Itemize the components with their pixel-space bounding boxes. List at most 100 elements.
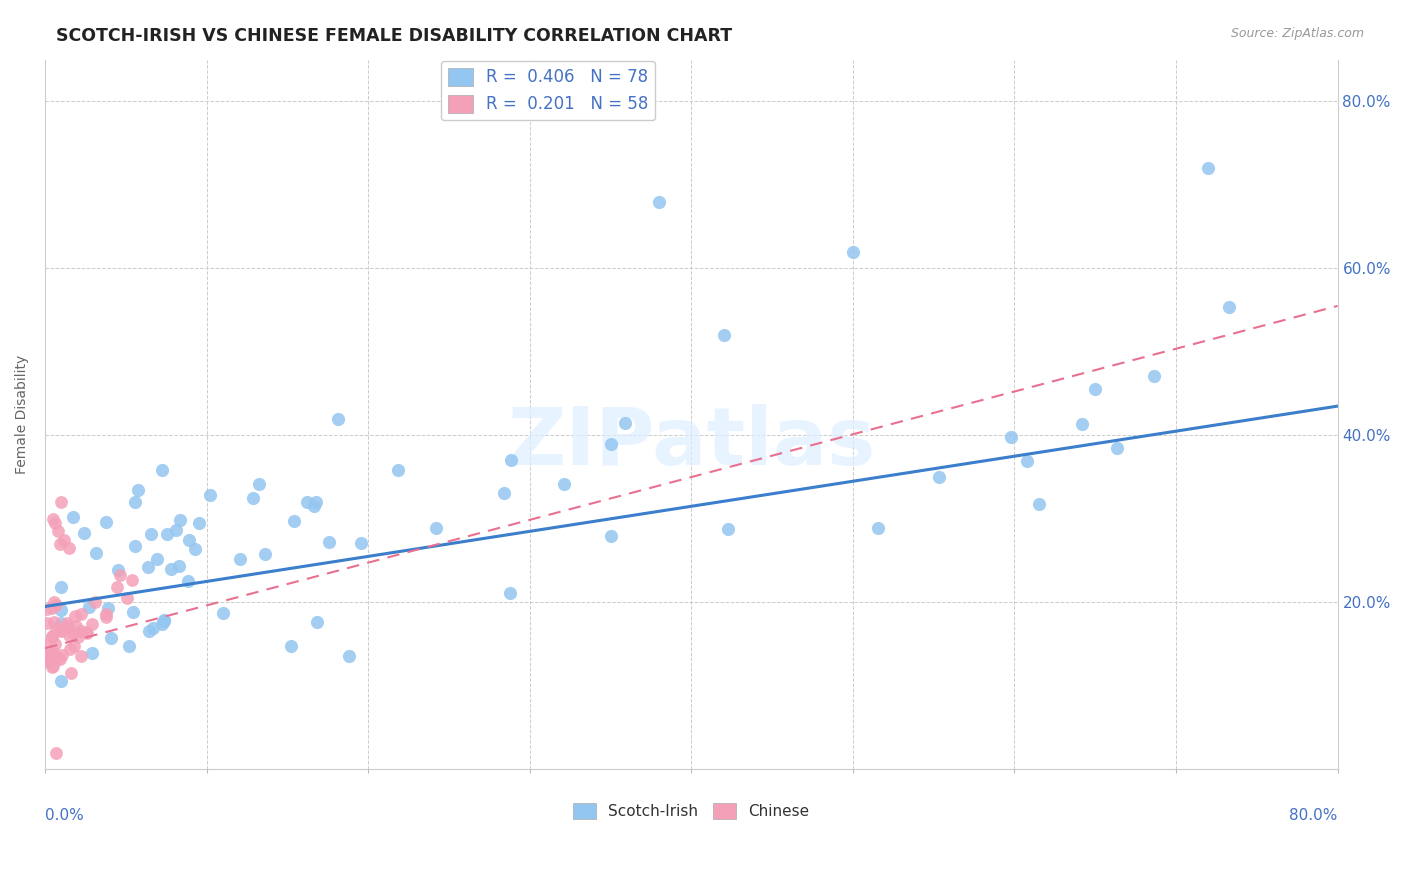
Point bbox=[79, 600, 101, 615]
Point bbox=[141, 527, 163, 541]
Point bbox=[1107, 442, 1129, 456]
Point bbox=[76, 625, 98, 640]
Text: ZIPatlas: ZIPatlas bbox=[508, 404, 876, 482]
Point bbox=[49, 673, 72, 688]
Point bbox=[42, 615, 65, 629]
Text: Source: ZipAtlas.com: Source: ZipAtlas.com bbox=[1230, 27, 1364, 40]
Point bbox=[105, 580, 128, 594]
Point bbox=[42, 658, 65, 673]
Point bbox=[84, 595, 107, 609]
Point bbox=[48, 624, 70, 638]
Point bbox=[1071, 417, 1094, 432]
Point bbox=[337, 649, 360, 664]
Point bbox=[41, 629, 63, 643]
Point bbox=[35, 654, 58, 668]
Point bbox=[283, 515, 305, 529]
Point bbox=[48, 537, 70, 551]
Point bbox=[499, 586, 522, 600]
Point bbox=[717, 523, 740, 537]
Point bbox=[41, 630, 63, 644]
Point bbox=[169, 513, 191, 527]
Point bbox=[118, 639, 141, 653]
Point bbox=[94, 609, 117, 624]
Point bbox=[41, 600, 63, 615]
Point bbox=[494, 486, 516, 500]
Point bbox=[49, 651, 72, 665]
Point bbox=[70, 607, 93, 621]
Point bbox=[35, 650, 58, 665]
Point bbox=[302, 499, 325, 513]
Point bbox=[177, 574, 200, 588]
Point bbox=[56, 616, 79, 631]
Point bbox=[713, 328, 735, 343]
Point bbox=[41, 648, 63, 662]
Point bbox=[45, 622, 67, 636]
Point bbox=[63, 608, 86, 623]
Point bbox=[156, 527, 179, 541]
Point bbox=[599, 437, 621, 451]
Point bbox=[1000, 429, 1022, 443]
Point bbox=[150, 463, 173, 477]
Point bbox=[39, 648, 62, 662]
Point bbox=[44, 637, 66, 651]
Point bbox=[242, 491, 264, 505]
Point bbox=[67, 630, 90, 644]
Point bbox=[127, 483, 149, 497]
Point bbox=[247, 476, 270, 491]
Point bbox=[318, 534, 340, 549]
Point bbox=[59, 642, 82, 657]
Point bbox=[188, 516, 211, 530]
Point bbox=[45, 598, 67, 612]
Point bbox=[165, 523, 187, 537]
Point bbox=[97, 601, 120, 615]
Point bbox=[1084, 382, 1107, 396]
Point bbox=[41, 660, 63, 674]
Point bbox=[35, 651, 58, 665]
Point bbox=[45, 746, 67, 760]
Point bbox=[177, 533, 200, 547]
Point bbox=[107, 562, 129, 576]
Point bbox=[153, 614, 176, 628]
Point bbox=[62, 625, 84, 640]
Text: SCOTCH-IRISH VS CHINESE FEMALE DISABILITY CORRELATION CHART: SCOTCH-IRISH VS CHINESE FEMALE DISABILIT… bbox=[56, 27, 733, 45]
Point bbox=[198, 488, 221, 502]
Point bbox=[65, 619, 87, 633]
Point bbox=[49, 495, 72, 509]
Point bbox=[295, 495, 318, 509]
Point bbox=[499, 453, 522, 467]
Point bbox=[928, 470, 950, 484]
Point bbox=[44, 516, 66, 530]
Point bbox=[150, 617, 173, 632]
Point bbox=[70, 624, 93, 639]
Point bbox=[305, 495, 328, 509]
Point bbox=[138, 624, 160, 638]
Point bbox=[136, 560, 159, 574]
Point bbox=[350, 535, 373, 549]
Point bbox=[84, 546, 107, 560]
Point bbox=[842, 244, 865, 259]
Y-axis label: Female Disability: Female Disability bbox=[15, 355, 30, 474]
Point bbox=[153, 613, 176, 627]
Point bbox=[614, 416, 637, 430]
Point bbox=[62, 510, 84, 524]
Point bbox=[80, 646, 103, 660]
Text: 80.0%: 80.0% bbox=[1289, 808, 1337, 823]
Point bbox=[49, 615, 72, 630]
Point bbox=[58, 628, 80, 642]
Point bbox=[94, 515, 117, 529]
Text: 0.0%: 0.0% bbox=[45, 808, 84, 823]
Point bbox=[1197, 161, 1219, 176]
Point bbox=[1017, 453, 1039, 467]
Point bbox=[72, 525, 94, 540]
Point bbox=[46, 524, 69, 539]
Point bbox=[58, 541, 80, 555]
Point bbox=[146, 552, 169, 566]
Point bbox=[169, 558, 191, 573]
Point bbox=[70, 648, 93, 663]
Point bbox=[110, 567, 132, 582]
Legend: Scotch-Irish, Chinese: Scotch-Irish, Chinese bbox=[567, 797, 815, 825]
Point bbox=[387, 463, 409, 477]
Point bbox=[184, 541, 207, 556]
Point bbox=[1028, 497, 1050, 511]
Point bbox=[100, 632, 122, 646]
